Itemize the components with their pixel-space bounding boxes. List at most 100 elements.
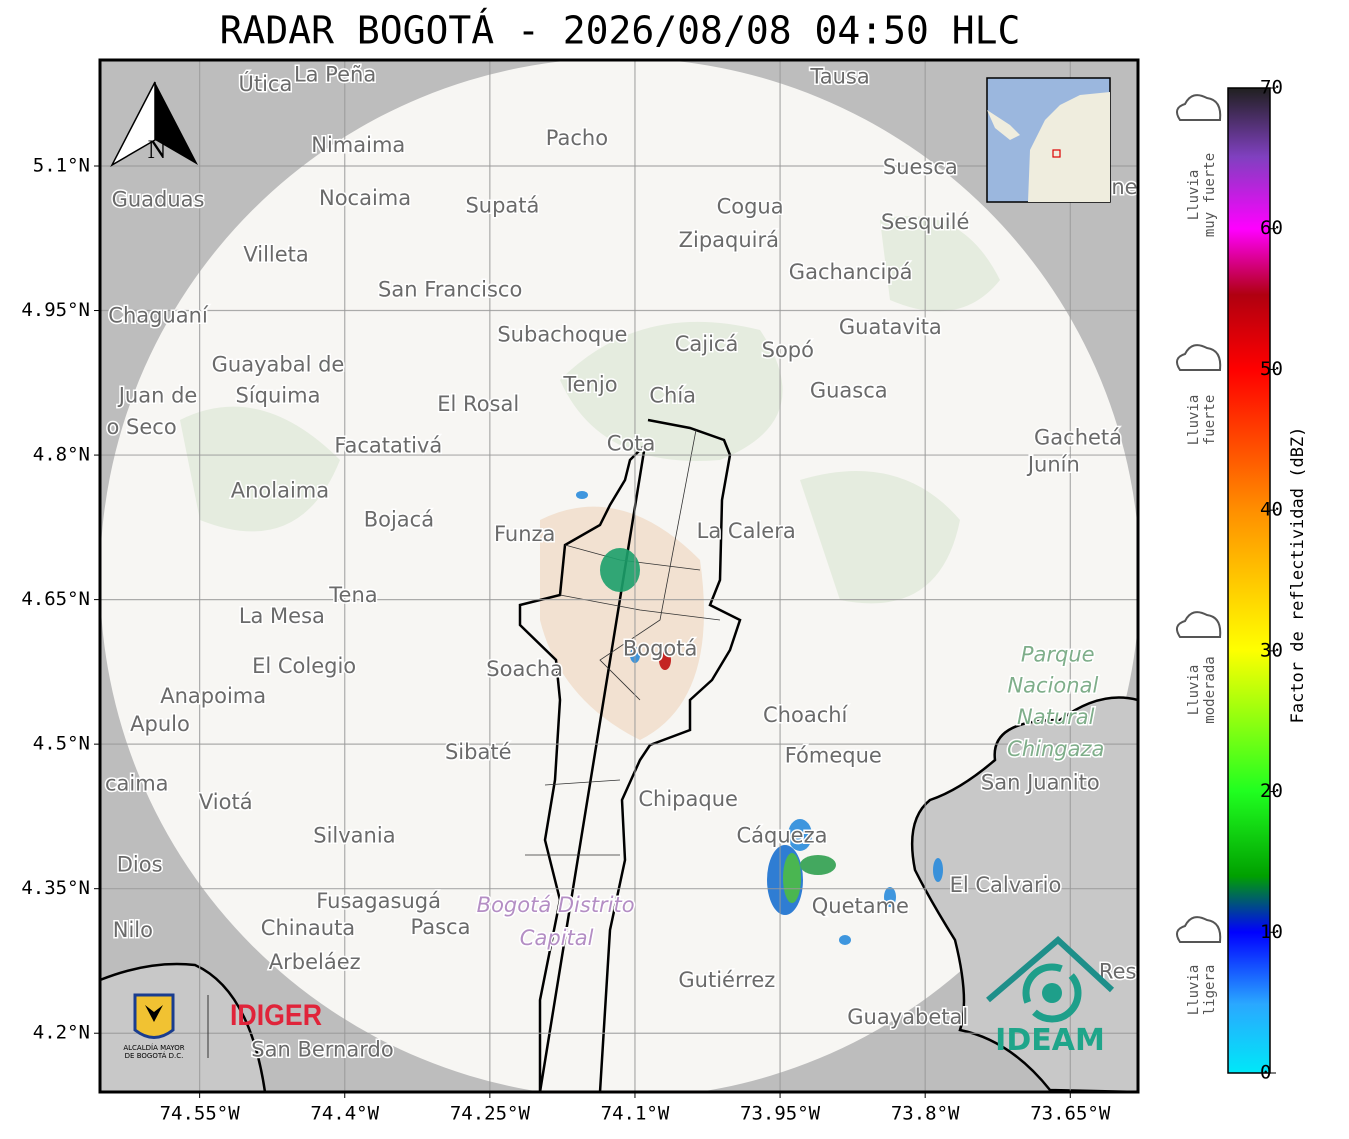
y-tick-label: 4.65°N — [21, 588, 90, 610]
compass: N — [110, 81, 198, 167]
place-label: Parque — [1021, 642, 1095, 666]
place-label: Nilo — [113, 918, 153, 942]
place-label: Zipaquirá — [679, 228, 779, 252]
place-label: Dios — [117, 853, 163, 877]
x-tick-label: 74.4°W — [310, 1103, 379, 1125]
y-tick-label: 4.95°N — [21, 299, 90, 321]
place-label: Bogotá Distrito — [477, 893, 635, 917]
x-tick-label: 73.8°W — [891, 1103, 960, 1125]
colorbar — [1227, 87, 1271, 1074]
rain-level-label: muy fuerte — [1202, 153, 1218, 237]
x-tick-label: 73.95°W — [740, 1103, 821, 1125]
cloud-icon — [1175, 611, 1222, 638]
place-label: Choachí — [763, 703, 849, 727]
compass-label: N — [148, 135, 167, 164]
place-label: Arbeláez — [269, 950, 361, 974]
place-label: Útica — [238, 71, 292, 96]
map-frame — [98, 58, 1140, 1094]
rain-level-label: Lluvia — [1186, 170, 1202, 221]
place-label: La Peña — [294, 62, 376, 86]
colorbar-tick-label: 40 — [1260, 499, 1283, 521]
place-label: El Colegio — [252, 654, 356, 678]
colorbar-tick-label: 10 — [1260, 921, 1283, 943]
cloud-icon — [1175, 94, 1222, 121]
rain-level-label: Lluvia — [1186, 965, 1202, 1016]
colorbar-tick-label: 0 — [1260, 1062, 1271, 1084]
x-tick-label: 74.25°W — [450, 1103, 531, 1125]
place-label: Juan de — [117, 383, 198, 407]
map: Útica La Peña Tausa Pacho Nimaima Guaduas Noca… — [100, 60, 1138, 1092]
place-label: Guatavita — [839, 315, 942, 339]
place-label: San Bernardo — [251, 1038, 393, 1062]
y-tick-label: 4.8°N — [33, 444, 90, 466]
place-label: Chaguaní — [108, 303, 209, 327]
rain-level-label: ligera — [1202, 965, 1218, 1016]
rain-level-label: moderada — [1202, 656, 1218, 723]
place-label: Subachoque — [497, 323, 627, 347]
grid — [100, 60, 1138, 1092]
place-label: Anolaima — [231, 479, 329, 503]
place-label: Suesca — [883, 155, 958, 179]
place-label: Res — [1099, 960, 1137, 984]
colorbar-label: Factor de reflectividad (dBZ) — [1288, 427, 1308, 724]
y-tick-label: 4.5°N — [33, 733, 90, 755]
y-tick-label: 4.2°N — [33, 1022, 90, 1044]
place-label: Apulo — [130, 712, 190, 736]
place-label: Guasca — [810, 378, 888, 402]
place-label: Gutiérrez — [678, 968, 775, 992]
place-label: El Rosal — [437, 392, 519, 416]
place-label: San Francisco — [378, 277, 522, 301]
cloud-icon — [1175, 344, 1222, 371]
place-label: Pasca — [411, 915, 471, 939]
x-tick-label: 74.1°W — [601, 1103, 670, 1125]
place-label: Chía — [649, 383, 696, 407]
place-label: Capital — [520, 926, 594, 950]
y-tick-label: 4.35°N — [21, 877, 90, 899]
place-label: Supatá — [465, 193, 539, 217]
colorbar-tick-label: 30 — [1260, 639, 1283, 661]
alcaldia-line: ALCALDÍA MAYOR — [123, 1043, 184, 1052]
cloud-icon — [1175, 916, 1222, 943]
rain-level-label: fuerte — [1202, 395, 1218, 446]
place-label: Nimaima — [311, 133, 405, 157]
place-label: La Mesa — [239, 604, 325, 628]
place-label: Bojacá — [364, 508, 434, 532]
place-label: Sopó — [762, 338, 814, 362]
place-label: Soacha — [486, 657, 563, 681]
place-label: caima — [105, 772, 169, 796]
x-tick-label: 74.55°W — [160, 1103, 241, 1125]
alcaldia-line: DE BOGOTÁ D.C. — [125, 1051, 184, 1060]
place-label: Gachancipá — [789, 260, 913, 284]
place-label: Quetame — [812, 894, 909, 918]
rain-level: Lluvia muy fuerte — [1175, 94, 1222, 237]
place-label: Sibaté — [445, 740, 512, 764]
place-label: Guayabetal — [847, 1005, 968, 1029]
ideam-logo: IDEAM — [986, 935, 1115, 1058]
place-label: Facatativá — [334, 433, 442, 457]
place-label: o Seco — [107, 415, 177, 439]
colorbar-tick-label: 70 — [1260, 77, 1283, 99]
place-label: San Juanito — [981, 771, 1100, 795]
place-label: La Calera — [697, 519, 796, 543]
place-label: Cajicá — [675, 332, 739, 356]
rain-level-label: Lluvia — [1186, 395, 1202, 446]
place-label: Cáqueza — [737, 824, 828, 848]
place-label: Silvania — [313, 824, 395, 848]
place-label: Gachetá — [1034, 426, 1122, 450]
place-label: Tenjo — [562, 373, 617, 397]
alcaldia-logo: ALCALDÍA MAYOR DE BOGOTÁ D.C. — [123, 993, 209, 1060]
place-label: Nocaima — [319, 186, 411, 210]
place-label: ne — [1111, 175, 1137, 199]
title: RADAR BOGOTÁ - 2026/08/08 04:50 HLC — [220, 9, 1021, 53]
place-label: Cogua — [717, 194, 784, 218]
place-label: Natural — [1017, 705, 1095, 729]
place-label: Bogotá — [623, 637, 698, 661]
idiger-logo: IDIGER — [230, 999, 322, 1032]
place-label: Guayabal de — [212, 352, 345, 376]
place-label: Síquima — [236, 383, 321, 407]
place-label: Tausa — [809, 64, 869, 88]
place-label: Funza — [494, 522, 555, 546]
inset-map — [986, 77, 1111, 203]
colorbar-tick-label: 20 — [1260, 780, 1283, 802]
place-label: Pacho — [546, 126, 608, 150]
